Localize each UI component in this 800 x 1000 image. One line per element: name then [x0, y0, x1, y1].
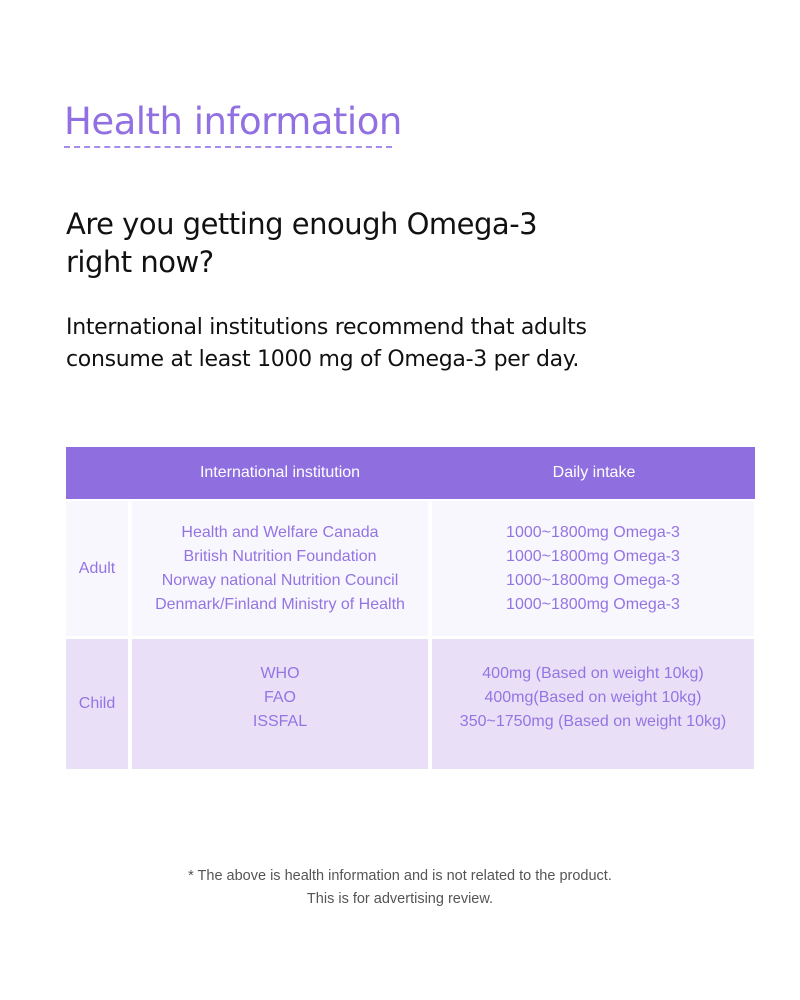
table-row-child: Child WHO FAO ISSFAL 400mg (Based on weigh… — [66, 639, 754, 769]
institution: WHO — [260, 665, 300, 682]
table-row-adult: Adult Health and Welfare Canada British N… — [66, 501, 754, 636]
group-cell: Child — [66, 639, 128, 769]
institutions-cell: Health and Welfare Canada British Nutriti… — [132, 501, 428, 636]
header-institution: International institution — [199, 464, 361, 481]
header-intake: Daily intake — [552, 464, 636, 481]
intake: 350~1750mg (Based on weight 10kg) — [459, 713, 727, 730]
footnote-line: * The above is health information and is… — [188, 868, 612, 884]
intake-table: International institution Daily intake A… — [66, 447, 755, 769]
headline: Are you getting enough Omega-3 right now? — [66, 205, 538, 281]
institution: Denmark/Finland Ministry of Health — [155, 595, 405, 613]
description-line: International institutions recommend tha… — [66, 315, 587, 340]
headline-line: Are you getting enough Omega-3 — [66, 207, 538, 241]
footnote-line: This is for advertising review. — [306, 891, 494, 907]
title-underline — [64, 146, 392, 148]
institution: Norway national Nutrition Council — [161, 571, 399, 589]
intake: 400mg (Based on weight 10kg) — [482, 665, 704, 682]
intake: 400mg(Based on weight 10kg) — [484, 689, 702, 706]
section-title: Health information — [64, 100, 402, 143]
intake: 1000~1800mg Omega-3 — [506, 547, 680, 565]
table-header: International institution Daily intake — [66, 447, 755, 499]
institution: British Nutrition Foundation — [183, 547, 377, 565]
description: International institutions recommend tha… — [66, 312, 587, 376]
intake-cell: 400mg (Based on weight 10kg) 400mg(Based … — [432, 639, 754, 769]
group-cell: Adult — [66, 501, 128, 636]
description-line: consume at least 1000 mg of Omega-3 per … — [66, 347, 580, 372]
institutions-cell: WHO FAO ISSFAL — [132, 639, 428, 769]
intake: 1000~1800mg Omega-3 — [506, 595, 680, 613]
institution: FAO — [263, 689, 296, 706]
intake-cell: 1000~1800mg Omega-3 1000~1800mg Omega-3 10… — [432, 501, 754, 636]
footnote: * The above is health information and is… — [0, 865, 800, 911]
institution: Health and Welfare Canada — [181, 523, 379, 541]
headline-line: right now? — [66, 245, 214, 279]
intake: 1000~1800mg Omega-3 — [506, 571, 680, 589]
intake: 1000~1800mg Omega-3 — [506, 523, 680, 541]
institution: ISSFAL — [252, 713, 308, 730]
